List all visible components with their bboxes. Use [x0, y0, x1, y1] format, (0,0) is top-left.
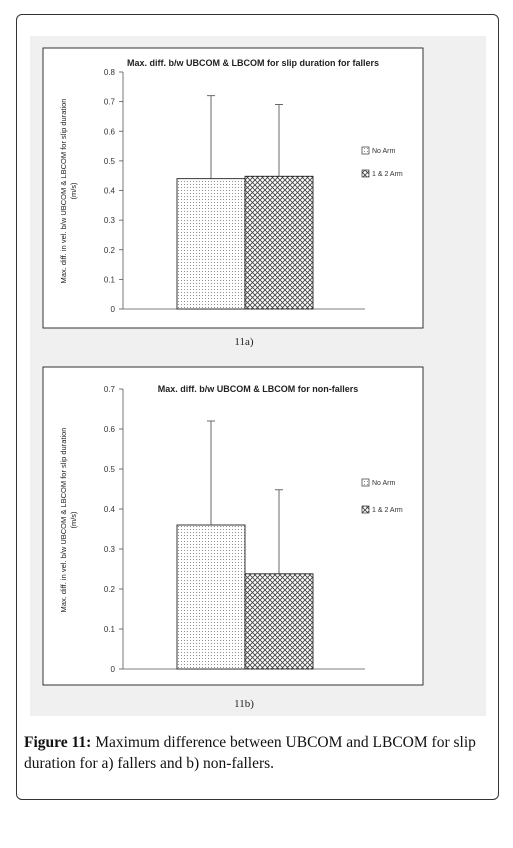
- y-tick-label: 0: [111, 665, 116, 674]
- caption-text: Maximum difference between UBCOM and LBC…: [24, 734, 476, 772]
- legend-label: 1 & 2 Arm: [372, 171, 403, 178]
- bar-one-two-arm: [244, 573, 314, 670]
- legend-a: No Arm 1 & 2 Arm: [361, 146, 403, 178]
- legend-swatch: [361, 169, 370, 178]
- y-tick-label: 0.3: [104, 216, 116, 225]
- y-tick-label: 0.2: [104, 246, 116, 255]
- y-axis-a: 0 0.1 0.2 0.3 0.4 0.5 0.6 0.7 0.8: [104, 68, 365, 314]
- bar-no-arm: [176, 524, 246, 670]
- bar-no-arm: [176, 178, 246, 310]
- chart-title-a: Max. diff. b/w UBCOM & LBCOM for slip du…: [127, 58, 379, 68]
- legend-swatch: [361, 146, 370, 155]
- y-tick-label: 0.5: [104, 465, 116, 474]
- legend-swatch: [361, 505, 370, 514]
- caption-label: Figure 11:: [24, 734, 92, 751]
- y-tick-label: 0.6: [104, 127, 116, 136]
- y-axis-label-b-line1: Max. diff. in vel. b/w UBCOM & LBCOM for…: [59, 428, 68, 613]
- bars-b: [176, 420, 314, 670]
- legend-swatch: [361, 478, 370, 487]
- bar-one-two-arm: [244, 175, 314, 310]
- bars-a: [176, 95, 314, 310]
- panel-label-a: 11a): [234, 336, 253, 348]
- legend-b: No Arm 1 & 2 Arm: [361, 478, 403, 514]
- y-tick-label: 0.4: [104, 505, 116, 514]
- y-tick-label: 0.2: [104, 585, 116, 594]
- y-tick-label: 0.1: [104, 275, 116, 284]
- y-tick-label: 0.1: [104, 625, 116, 634]
- y-tick-label: 0.4: [104, 187, 116, 196]
- y-axis-label-b-line2: (m/s): [69, 511, 78, 529]
- y-tick-label: 0.7: [104, 98, 116, 107]
- chart-title-b: Max. diff. b/w UBCOM & LBCOM for non-fal…: [158, 384, 359, 394]
- y-tick-label: 0.3: [104, 545, 116, 554]
- y-tick-label: 0: [111, 305, 116, 314]
- legend-label: 1 & 2 Arm: [372, 507, 403, 514]
- y-tick-label: 0.7: [104, 385, 116, 394]
- y-tick-label: 0.5: [104, 157, 116, 166]
- panel-label-b: 11b): [234, 698, 254, 710]
- figure-caption: Figure 11: Maximum difference between UB…: [24, 732, 490, 774]
- chart-panel-a: Max. diff. b/w UBCOM & LBCOM for slip du…: [42, 47, 424, 348]
- y-axis-label-a-line2: (m/s): [69, 182, 78, 200]
- y-tick-label: 0.8: [104, 68, 116, 77]
- legend-label: No Arm: [372, 480, 396, 487]
- y-tick-label: 0.6: [104, 425, 116, 434]
- chart-panel-b: Max. diff. b/w UBCOM & LBCOM for non-fal…: [42, 366, 424, 710]
- y-axis-label-a-line1: Max. diff. in vel. b/w UBCOM & LBCOM for…: [59, 99, 68, 284]
- legend-label: No Arm: [372, 148, 396, 155]
